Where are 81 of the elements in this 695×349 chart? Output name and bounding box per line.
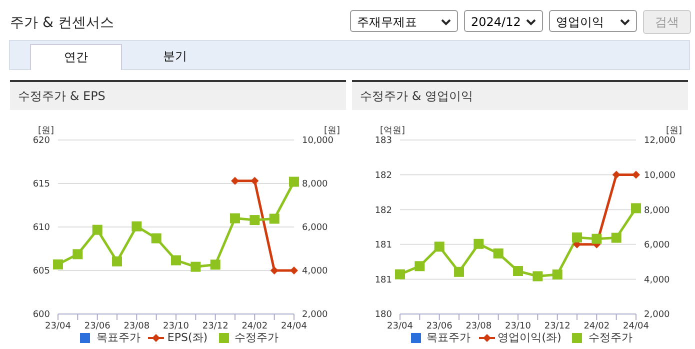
point [289, 176, 299, 187]
x-tick-label: 24/02 [584, 321, 610, 332]
y-tick-label: 615 [32, 180, 50, 190]
x-tick-label: 23/12 [544, 321, 570, 332]
point [592, 234, 602, 244]
point [230, 213, 240, 224]
point [513, 266, 523, 276]
y2-axis-title: [원] [666, 125, 682, 136]
x-tick-label: 23/06 [426, 321, 453, 332]
y2-tick-label: 4,000 [302, 266, 328, 277]
legend-label: 목표주가 [95, 330, 140, 345]
text: 주재무제표 [350, 10, 458, 32]
point [395, 269, 405, 280]
text: 분기 [162, 48, 188, 65]
point [611, 232, 622, 243]
y2-tick-label: 8,000 [644, 206, 670, 216]
y-tick-label: 610 [32, 223, 50, 234]
y2-tick-label: 2,000 [644, 310, 670, 320]
point [210, 260, 220, 270]
y-tick-label: 182 [374, 206, 392, 216]
y2-tick-label: 10,000 [644, 170, 676, 181]
point [474, 238, 484, 249]
point [92, 224, 102, 235]
text: 영업이익 [549, 10, 637, 32]
x-tick-label: 24/04 [623, 321, 650, 332]
legend-label: 수정주가 [234, 330, 279, 345]
text: 주가 & 컨센서스 [10, 14, 114, 32]
y-axis-title: [원] [38, 125, 54, 136]
y-tick-label: 600 [32, 310, 50, 320]
point [132, 221, 142, 232]
y-tick-label: 182 [374, 170, 392, 181]
y-tick-label: 605 [32, 266, 50, 277]
y2-tick-label: 6,000 [644, 240, 670, 251]
x-tick-label: 24/04 [281, 321, 308, 332]
y2-tick-label: 2,000 [302, 310, 328, 320]
x-tick-label: 23/06 [84, 321, 111, 332]
y2-axis-title: [원] [324, 125, 340, 136]
y2-tick-label: 10,000 [302, 136, 334, 146]
point [414, 261, 425, 272]
y2-tick-label: 6,000 [302, 223, 328, 234]
point [269, 214, 280, 224]
y-tick-label: 181 [374, 275, 392, 286]
point [493, 248, 504, 258]
point [190, 262, 201, 272]
point [112, 256, 122, 266]
y2-tick-label: 12,000 [644, 136, 676, 146]
y-axis-title: [억원] [380, 125, 406, 136]
legend-label: EPS(좌) [166, 330, 208, 345]
chart-title: 수정주가 & 영업이익 [352, 82, 688, 110]
text: 2024/12 [464, 10, 543, 32]
x-tick-label: 23/08 [124, 321, 150, 332]
point [552, 270, 562, 280]
point [72, 249, 83, 260]
legend-label: 목표주가 [426, 330, 471, 345]
point [454, 266, 464, 277]
point [532, 271, 543, 282]
text: 연간 [30, 44, 122, 70]
point [171, 255, 181, 266]
y2-tick-label: 4,000 [644, 275, 670, 286]
point [434, 242, 444, 252]
x-tick-label: 23/08 [466, 321, 492, 332]
point [631, 203, 641, 214]
y-tick-label: 183 [374, 136, 392, 146]
x-tick-label: 23/10 [505, 321, 532, 332]
legend-label: 수정주가 [587, 330, 632, 345]
y-tick-label: 180 [374, 310, 392, 320]
text: 검색 [643, 10, 691, 34]
point [250, 215, 260, 226]
x-tick-label: 23/10 [163, 321, 190, 332]
y-tick-label: 181 [374, 240, 392, 251]
legend-label: 영업이익(좌) [496, 330, 562, 345]
point [572, 232, 582, 242]
x-tick-label: 23/12 [202, 321, 228, 332]
x-tick-label: 23/04 [387, 321, 414, 332]
point [53, 259, 63, 270]
x-tick-label: 23/04 [45, 321, 72, 332]
y2-tick-label: 8,000 [302, 180, 328, 190]
chart-title: 수정주가 & EPS [10, 82, 346, 110]
x-tick-label: 24/02 [242, 321, 268, 332]
point [151, 233, 162, 244]
y-tick-label: 620 [32, 136, 50, 146]
